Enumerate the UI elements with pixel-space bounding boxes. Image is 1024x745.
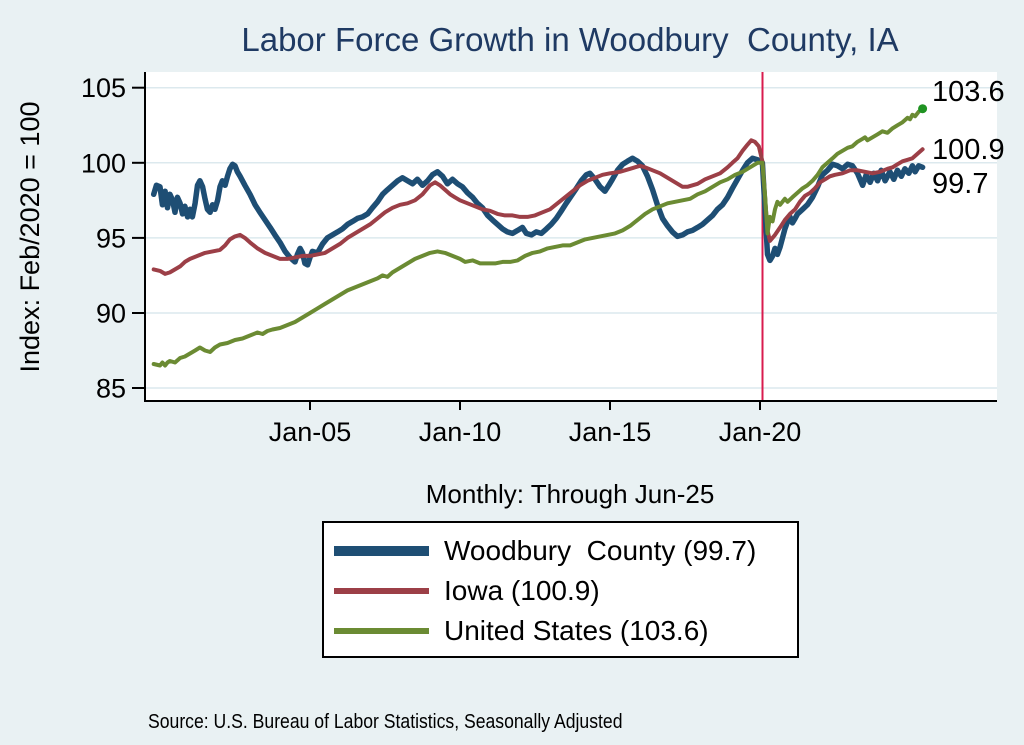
x-tick-label-Jan-05: Jan-05	[269, 417, 352, 447]
plot-area	[144, 72, 997, 401]
y-tick-label-100: 100	[81, 148, 126, 178]
legend-label-iowa: Iowa (100.9)	[444, 575, 600, 606]
legend-box: Woodbury County (99.7) Iowa (100.9) Unit…	[322, 521, 799, 658]
legend-item-woodbury: Woodbury County (99.7)	[324, 531, 797, 571]
x-tick-label-Jan-20: Jan-20	[719, 417, 802, 447]
legend-label-woodbury: Woodbury County (99.7)	[444, 535, 757, 566]
end-label-woodbury: 99.7	[932, 168, 989, 200]
x-tick-label-Jan-15: Jan-15	[569, 417, 652, 447]
legend-label-united-states: United States (103.6)	[444, 615, 709, 646]
chart-title: Labor Force Growth in Woodbury County, I…	[241, 21, 899, 58]
end-label-united-states: 103.6	[932, 76, 1005, 108]
x-tick-label-Jan-10: Jan-10	[419, 417, 502, 447]
legend-swatch-united-states-icon	[334, 628, 429, 634]
source-note: Source: U.S. Bureau of Labor Statistics,…	[148, 670, 785, 745]
y-tick-label-85: 85	[96, 374, 126, 404]
series-line-iowa	[151, 138, 925, 276]
end-label-iowa: 100.9	[932, 134, 1005, 166]
series-line-us	[151, 106, 925, 368]
y-tick-label-90: 90	[96, 299, 126, 329]
legend-item-iowa: Iowa (100.9)	[324, 571, 797, 611]
y-tick-label-95: 95	[96, 223, 126, 253]
series-line-woodbury	[150, 155, 926, 268]
legend-swatch-iowa-icon	[334, 588, 429, 594]
series-end-dot-us	[918, 104, 928, 114]
source-line-1: Source: U.S. Bureau of Labor Statistics,…	[148, 711, 623, 733]
legend-item-united-states: United States (103.6)	[324, 611, 797, 651]
x-axis-title: Monthly: Through Jun-25	[425, 479, 715, 509]
y-tick-label-105: 105	[81, 73, 126, 103]
legend-swatch-woodbury-icon	[334, 546, 429, 556]
y-axis-title: Index: Feb/2020 = 100	[15, 101, 45, 373]
